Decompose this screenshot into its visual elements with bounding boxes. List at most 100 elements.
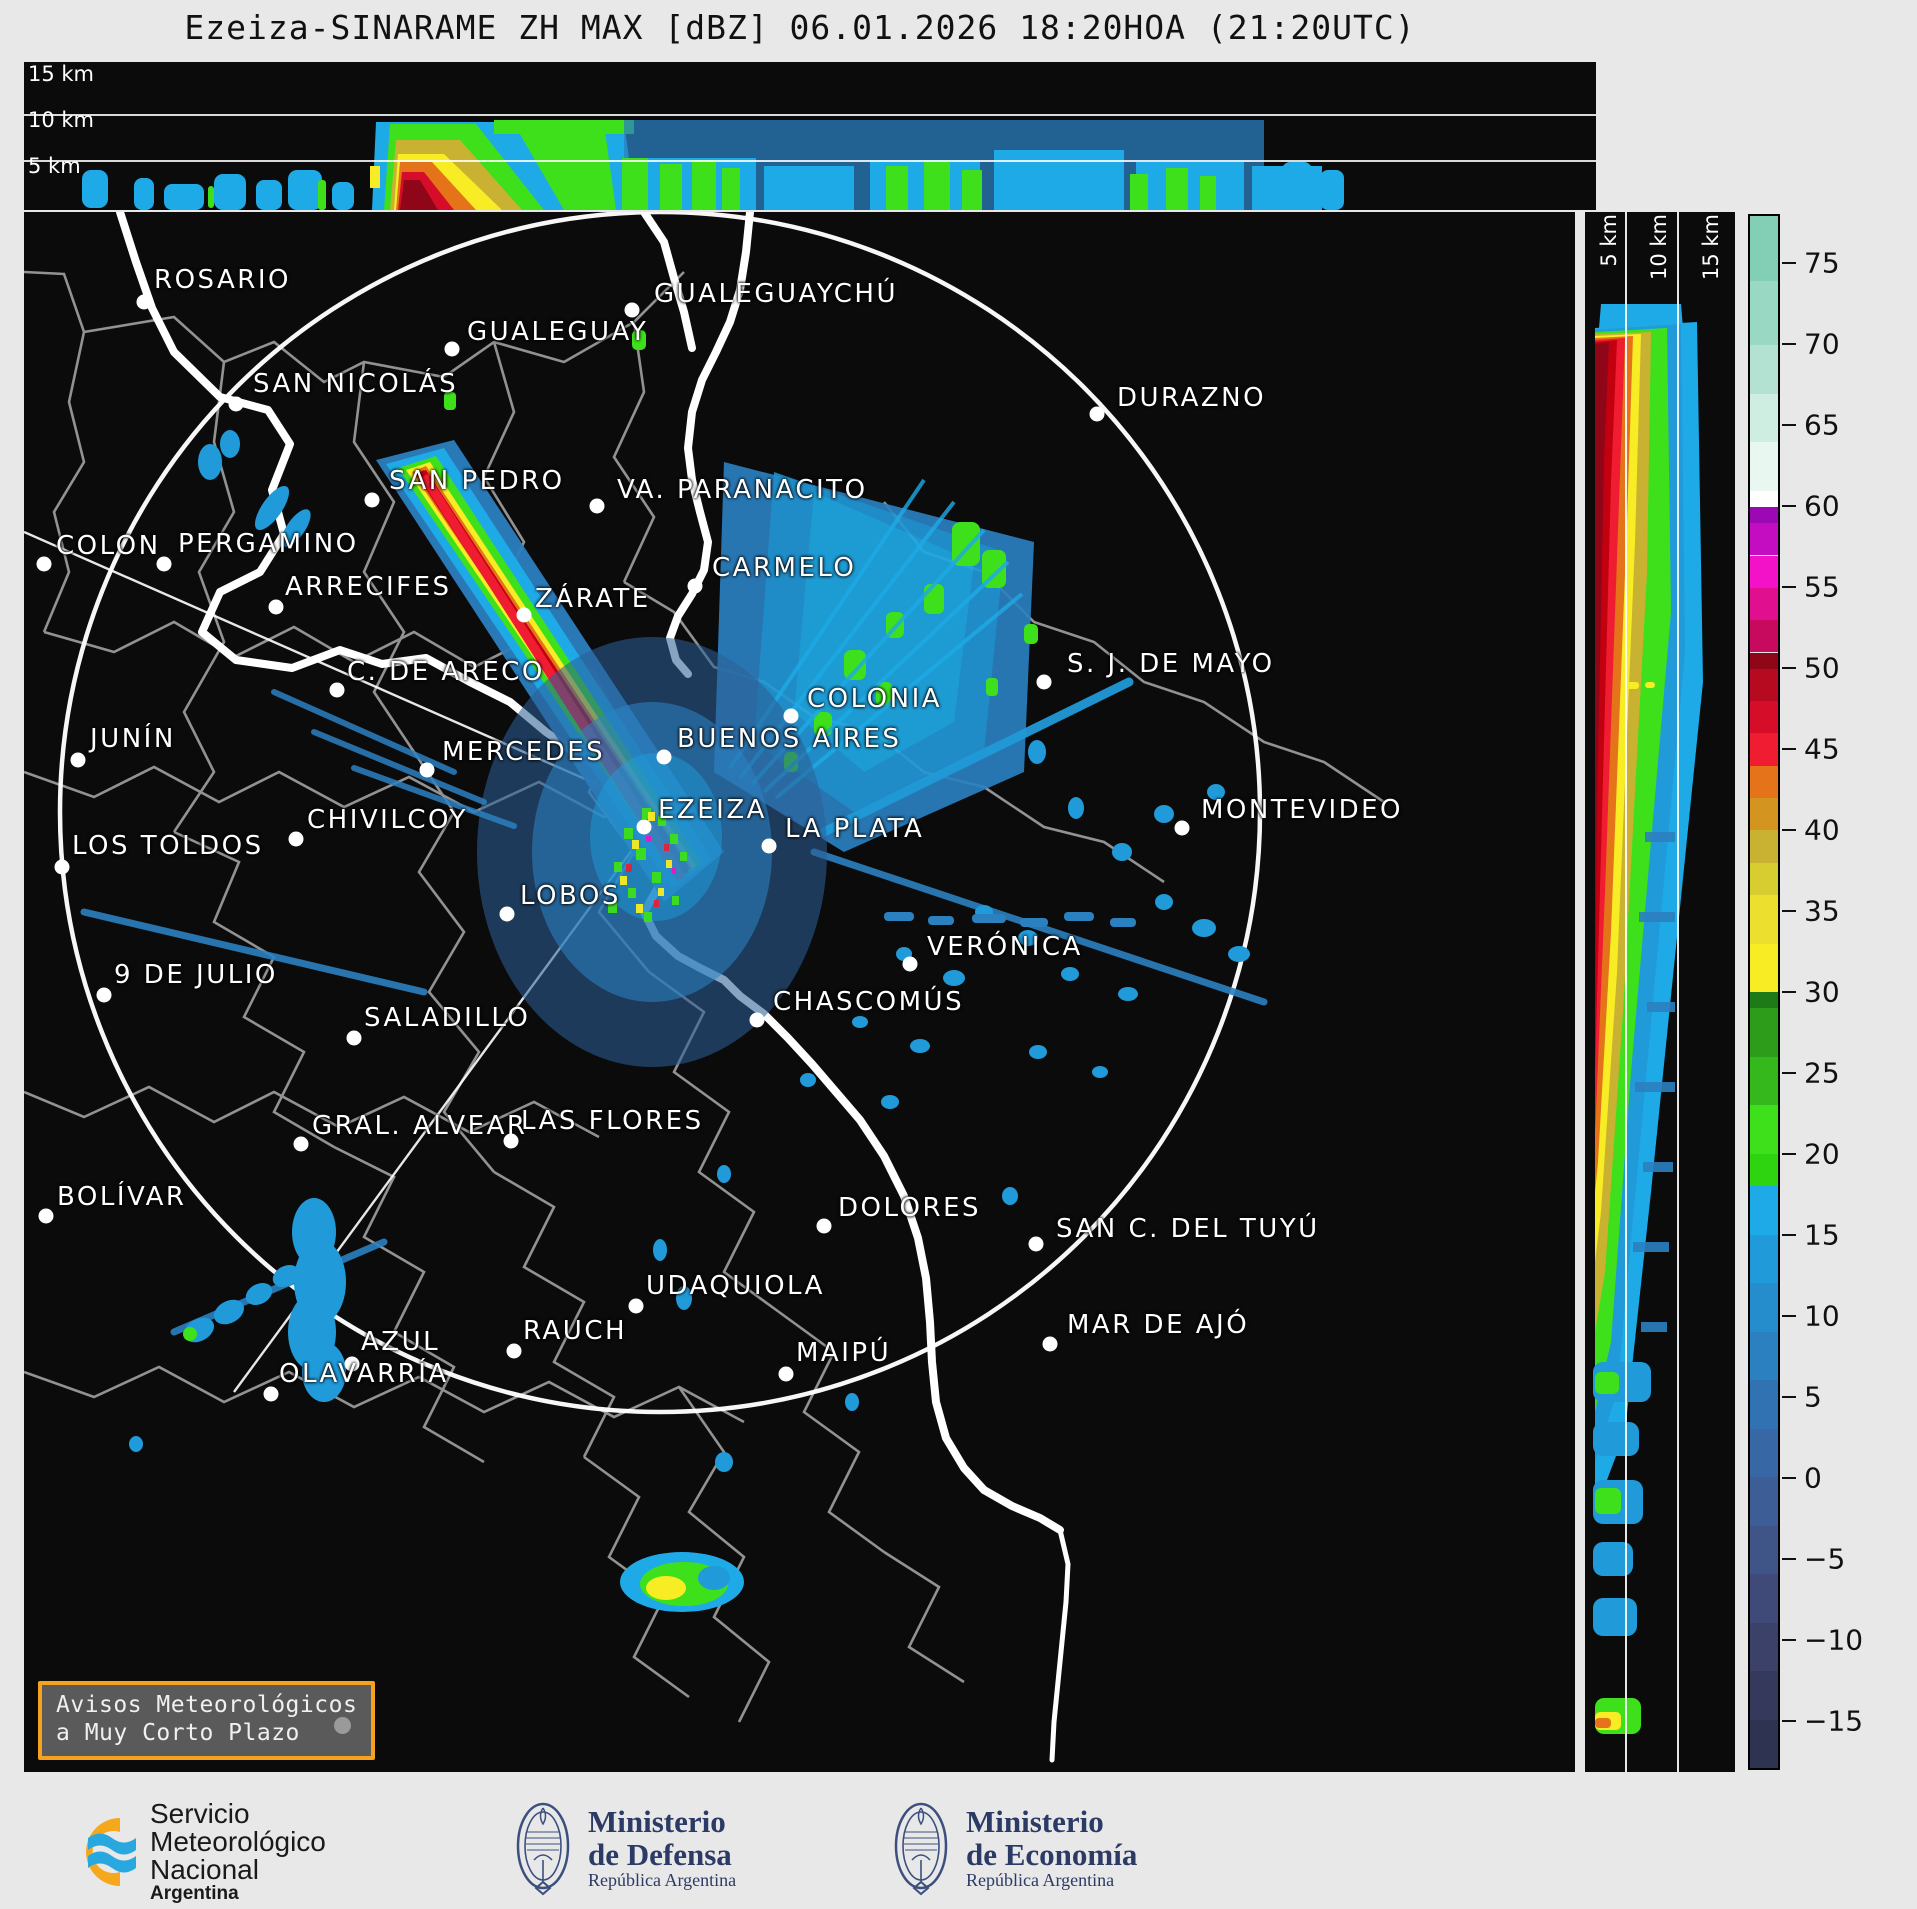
colorbar-segment [1750,798,1778,831]
city-dot [624,302,640,318]
city-dot [1028,1236,1044,1252]
city-dot [70,752,86,768]
colorbar-tick-label: 45 [1804,732,1840,766]
city-dot [1089,406,1105,422]
city-dot [38,1208,54,1224]
colorbar-tick-label: 50 [1804,651,1840,685]
colorbar-tick-label: 40 [1804,813,1840,847]
city-dot [96,987,112,1003]
colorbar-tick-label: 55 [1804,570,1840,604]
colorbar-segment [1750,345,1778,394]
xsec-right-label-10km: 10 km [1647,214,1671,281]
logo-ministerio-defensa: Ministerio de Defensa República Argentin… [512,1798,736,1898]
colorbar-tick-label: 75 [1804,246,1840,280]
colorbar-segment [1750,943,1778,992]
colorbar-tick [1782,342,1796,345]
colorbar-tick [1782,504,1796,507]
colorbar-tick [1782,747,1796,750]
colorbar-segment [1750,1574,1778,1623]
city-dot [516,607,532,623]
colorbar-segment [1750,555,1778,588]
warning-dot-icon [334,1717,352,1734]
page-title: Ezeiza-SINARAME ZH MAX [dBZ] 06.01.2026 … [184,8,1416,47]
colorbar-tick-label: −5 [1804,1542,1846,1576]
city-dot [346,1030,362,1046]
colorbar-segment [1750,668,1778,701]
radar-map-panel[interactable]: ROSARIO GUALEGUAYCHÚ GUALEGUAY SAN NICOLÁS D… [24,212,1575,1772]
argentina-shield-icon [894,1802,948,1896]
colorbar-tick [1782,991,1796,993]
colorbar-segment [1750,652,1778,669]
smn-line-2: Meteorológico [150,1826,326,1857]
warning-line-2: a Muy Corto Plazo [56,1720,300,1747]
colorbar-tick-label: 60 [1804,489,1840,523]
colorbar-segment [1750,701,1778,734]
colorbar-segment [1750,1719,1778,1768]
city-dot [419,762,435,778]
logo-ministerio-economia: Ministerio de Economía República Argenti… [890,1798,1137,1898]
city-dot [54,859,70,875]
colorbar-segment [1750,216,1778,281]
xsec-right-label-5km: 5 km [1597,214,1621,267]
colorbar-segment [1750,393,1778,443]
colorbar-tick [1782,1072,1796,1075]
colorbar-tick-label: 15 [1804,1218,1840,1252]
colorbar-segment [1750,1331,1778,1380]
colorbar-segment [1750,620,1778,653]
city-dot [628,1298,644,1314]
colorbar-tick-label: 70 [1804,327,1840,361]
right-cross-section-panel: 5 km 10 km 15 km [1585,212,1735,1772]
city-dot [761,838,777,854]
colorbar-segment [1750,490,1778,507]
colorbar-segment [1750,507,1778,524]
logo-smn: Servicio Meteorológico Nacional Argentin… [58,1800,326,1903]
city-dot [636,819,652,835]
colorbar-tick [1782,828,1796,831]
colorbar-segment [1750,523,1778,556]
xsec-right-label-15km: 15 km [1699,214,1723,281]
map-graphics [24,212,1575,1772]
economia-line-1: Ministerio [966,1804,1104,1839]
smn-line-4: Argentina [150,1883,239,1904]
city-dot [783,708,799,724]
colorbar-segment [1750,1671,1778,1720]
city-dot [156,556,172,572]
city-dot [268,599,284,615]
defensa-line-2: de Defensa [588,1836,732,1872]
city-dot [902,956,918,972]
city-dot [589,498,605,514]
colorbar-tick-label: −15 [1804,1704,1864,1738]
colorbar-tick [1782,261,1796,264]
city-dot [263,1386,279,1402]
city-dot [444,341,460,357]
city-dot [1036,674,1052,690]
colorbar-gradient [1748,214,1780,1770]
city-dot [136,294,152,310]
colorbar-tick [1782,1396,1796,1399]
warning-badge[interactable]: Avisos Meteorológicos a Muy Corto Plazo [38,1680,376,1760]
city-dot [1042,1336,1058,1352]
economia-line-3: República Argentina [966,1870,1115,1891]
city-dot [749,1012,765,1028]
city-dot [293,1136,309,1152]
colorbar-segment [1750,992,1778,1009]
colorbar-tick [1782,1477,1796,1480]
colorbar-tick [1782,1234,1796,1237]
colorbar-tick [1782,585,1796,588]
colorbar-segment [1750,442,1778,491]
defensa-line-3: República Argentina [588,1870,737,1891]
footer-logos: Servicio Meteorológico Nacional Argentin… [0,1790,1917,1909]
colorbar-segment [1750,1153,1778,1186]
top-cross-section-panel: 15 km 10 km 5 km [24,62,1596,210]
colorbar-segment [1750,1477,1778,1526]
colorbar-tick-label: 35 [1804,894,1840,928]
colorbar-segment [1750,587,1778,621]
economia-line-2: de Economía [966,1836,1138,1872]
colorbar: 75 70 65 60 55 50 45 40 35 30 25 20 15 10 5 0 −5 −10 −15 [1748,214,1908,1770]
colorbar-tick-label: 65 [1804,408,1840,442]
city-dot [228,396,244,412]
colorbar-segment [1750,1186,1778,1235]
city-dot [506,1343,522,1359]
colorbar-tick [1782,666,1796,669]
colorbar-segment [1750,1622,1778,1671]
